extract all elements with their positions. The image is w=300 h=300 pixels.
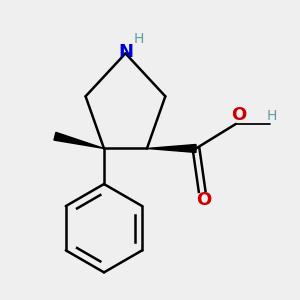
Polygon shape bbox=[147, 145, 196, 152]
Text: O: O bbox=[196, 191, 211, 209]
Text: O: O bbox=[231, 106, 246, 124]
Text: H: H bbox=[133, 32, 143, 46]
Polygon shape bbox=[54, 132, 104, 148]
Text: H: H bbox=[267, 109, 277, 123]
Text: N: N bbox=[118, 43, 133, 61]
